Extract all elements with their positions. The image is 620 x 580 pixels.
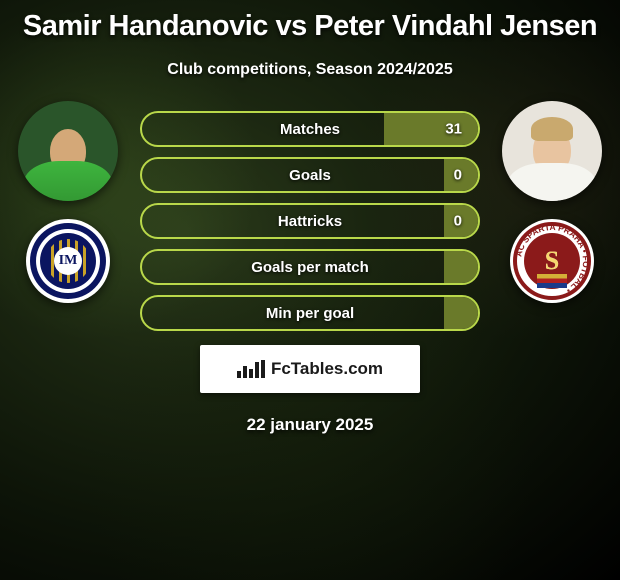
stat-bar: Matches 31 [140,111,480,147]
stat-value-right: 0 [454,213,462,230]
badge-initials: IM [54,247,82,275]
comparison-card: Samir Handanovic vs Peter Vindahl Jensen… [0,0,620,435]
stat-label: Goals per match [251,259,369,276]
stat-label: Min per goal [266,305,354,322]
badge-stripes [537,274,567,288]
stat-label: Goals [289,167,331,184]
stat-bar: Hattricks 0 [140,203,480,239]
date-text: 22 january 2025 [8,415,612,435]
source-text: FcTables.com [271,359,383,379]
stat-value-right: 0 [454,167,462,184]
stat-bar: Goals per match [140,249,480,285]
comparison-row: IM Matches 31 Goals 0 Hattricks 0 Goals per ma… [8,101,612,331]
stat-label: Hattricks [278,213,342,230]
stat-label: Matches [280,121,340,138]
stat-value-right: 31 [445,121,462,138]
stat-bar: Goals 0 [140,157,480,193]
stat-bar-fill [384,113,478,145]
page-title: Samir Handanovic vs Peter Vindahl Jensen [8,10,612,43]
source-badge: FcTables.com [200,345,420,393]
stat-bar-fill [444,297,478,329]
badge-initials: S [545,246,559,276]
player-left-avatar [18,101,118,201]
stat-bar: Min per goal [140,295,480,331]
player-left-column: IM [14,101,122,303]
season-subtitle: Club competitions, Season 2024/2025 [8,61,612,79]
stat-bar-fill [444,251,478,283]
stats-column: Matches 31 Goals 0 Hattricks 0 Goals per match… [140,101,480,331]
club-right-badge: AC SPARTA PRAHA • FOTBAL • S [510,219,594,303]
player-right-avatar [502,101,602,201]
player-right-column: AC SPARTA PRAHA • FOTBAL • S [498,101,606,303]
avatar-hair [531,117,573,141]
club-left-badge: IM [26,219,110,303]
chart-icon [237,360,265,378]
